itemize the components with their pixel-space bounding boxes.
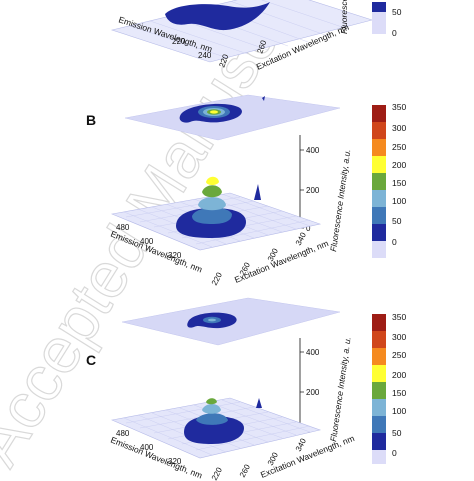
panel-c-colorbar-label-100: 100 [392, 406, 406, 416]
panel-b-colorbar-seg-2 [372, 207, 386, 224]
panel-b-colorbar-seg-0 [372, 241, 386, 258]
panel-b-ztick-200: 200 [306, 186, 320, 195]
panel-c-surface-peak [184, 398, 262, 444]
panel-b-colorbar-label-200: 200 [392, 160, 406, 170]
panel-b-xlabel: Excitation Wavelength, nm [233, 238, 330, 285]
panel-c-top-contour [187, 312, 237, 329]
panel-b-surface-spike [254, 184, 261, 200]
panel-c-z-ticks [300, 351, 304, 431]
panel-c-surface-l2 [202, 404, 221, 414]
panel-b-top-contour [179, 96, 265, 123]
panel-c-colorbar-label-150: 150 [392, 388, 406, 398]
panel-c-colorbar-label-200: 200 [392, 370, 406, 380]
panel-c-colorbar-seg-5 [372, 365, 386, 382]
panel-c-surface-spike [256, 398, 262, 408]
panel-c-xtick-340: 340 [294, 436, 308, 452]
panel-c-colorbar-seg-1 [372, 433, 386, 450]
panel-c-colorbar-seg-6 [372, 348, 386, 365]
panel-b-surface-l1 [192, 207, 232, 224]
panel-b-colorbar-seg-5 [372, 156, 386, 173]
panel-b-colorbar-seg-1 [372, 224, 386, 241]
panel-b-colorbar-label-100: 100 [392, 196, 406, 206]
panel-c-colorbar-label-50: 50 [392, 428, 402, 438]
panel-c-ytick-400: 400 [140, 443, 154, 452]
panel-b-letter: B [86, 112, 96, 128]
panel-b-surface-l3 [202, 185, 222, 198]
panel-a-ytick-0: 220 [172, 37, 186, 46]
panel-c-top-contour-peak [208, 318, 216, 322]
panel-b-ytick-320: 320 [168, 251, 182, 260]
panel-c-colorbar: 350 300 250 200 150 100 50 0 [372, 312, 406, 464]
panel-c-colorbar-seg-3 [372, 399, 386, 416]
panel-c-ytick-480: 480 [116, 429, 130, 438]
watermark: Accepted Manuscript [0, 0, 339, 478]
panel-b-top-contour-peak [210, 110, 218, 114]
panel-b-colorbar-label-350: 350 [392, 102, 406, 112]
panel-b-ytick-400: 400 [140, 237, 154, 246]
panel-b-surface-peak [176, 176, 261, 238]
panel-c-colorbar-seg-2 [372, 416, 386, 433]
panel-b-ztick-0: 0 [306, 224, 311, 233]
panel-b-surface-l2 [198, 197, 226, 211]
panel-a-ytick-1: 240 [198, 51, 212, 60]
panel-c-surface-l1 [196, 413, 228, 425]
panel-a: Emission Wavelength, nm 220 240 220 260 … [110, 0, 402, 72]
panel-a-colorbar-seg-1 [372, 2, 386, 12]
panel-b-colorbar-label-0: 0 [392, 237, 397, 247]
panel-b-colorbar-label-250: 250 [392, 142, 406, 152]
panel-c-colorbar-label-350: 350 [392, 312, 406, 322]
panel-c-surface-top [206, 398, 217, 405]
panel-a-colorbar-seg-0 [372, 12, 386, 34]
panel-b-colorbar-label-150: 150 [392, 178, 406, 188]
panel-a-xtick-0: 220 [217, 53, 230, 69]
panel-b-zlabel: Fluorescence Intensity, a.u. [328, 149, 352, 253]
panel-b-colorbar-label-300: 300 [392, 123, 406, 133]
panel-c-colorbar-label-300: 300 [392, 332, 406, 342]
panel-c-ztick-400: 400 [306, 348, 320, 357]
panel-c-colorbar-label-250: 250 [392, 350, 406, 360]
panel-b-colorbar-seg-3 [372, 190, 386, 207]
panel-c-ztick-200: 200 [306, 388, 320, 397]
panel-c-colorbar-seg-4 [372, 382, 386, 399]
panel-b-xtick-220: 220 [210, 270, 224, 286]
panel-c-zlabel: Fluorescence Intensity, a. u. [328, 336, 353, 442]
panel-b-ytick-480: 480 [116, 223, 130, 232]
panel-b-ztick-400: 400 [306, 146, 320, 155]
panel-c-colorbar-seg-8 [372, 314, 386, 331]
panel-c: C 400 200 0 Fluorescence Intensity, a. u… [86, 297, 406, 481]
panel-b-surface-top [206, 176, 219, 185]
panel-a-zlabel: Fluorescence Intensity, a.u. [339, 0, 349, 34]
panel-b-z-ticks [300, 149, 304, 229]
panel-b-colorbar-seg-6 [372, 139, 386, 156]
panel-b-colorbar-seg-8 [372, 105, 386, 122]
panel-c-colorbar-label-0: 0 [392, 448, 397, 458]
panel-c-xtick-220: 220 [210, 465, 224, 481]
panel-a-colorbar-label-50: 50 [392, 7, 402, 17]
panel-a-colorbar-label-0: 0 [392, 28, 397, 38]
panel-c-surface-base [184, 416, 244, 444]
panel-a-xtick-1: 260 [255, 39, 268, 55]
panel-c-colorbar-seg-7 [372, 331, 386, 348]
panel-c-colorbar-seg-0 [372, 450, 386, 464]
panel-b-colorbar: 350 300 250 200 150 100 50 0 [372, 102, 406, 258]
panel-c-letter: C [86, 352, 96, 368]
panel-b-top-contour-tick [262, 96, 265, 101]
panel-a-contour-blob [165, 2, 270, 31]
panel-b-colorbar-seg-4 [372, 173, 386, 190]
panel-c-ytick-320: 320 [168, 457, 182, 466]
panel-b-colorbar-seg-7 [372, 122, 386, 139]
panel-c-xtick-260: 260 [238, 462, 252, 478]
panel-a-colorbar: 50 0 [372, 2, 402, 38]
panel-b-colorbar-label-50: 50 [392, 216, 402, 226]
